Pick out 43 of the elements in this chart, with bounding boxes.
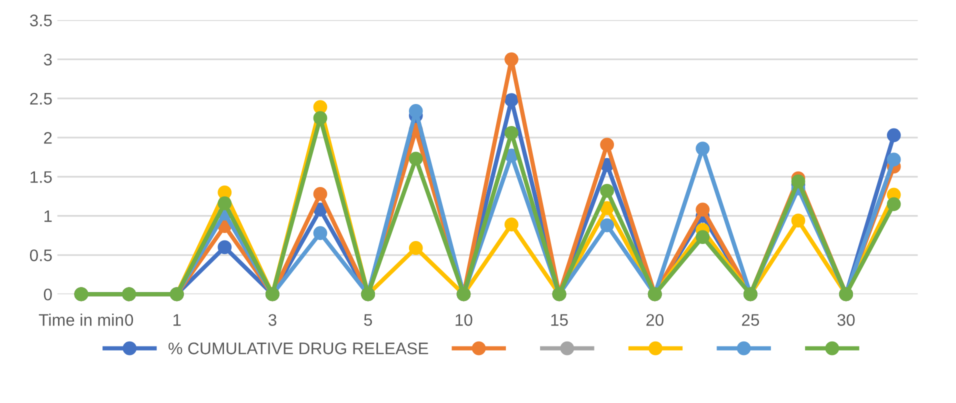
point [886,128,901,142]
x-tick-label: Time in min [38,314,123,326]
point [218,185,232,200]
point [218,196,232,210]
point [313,187,328,201]
y-tick-label: 2 [44,132,52,144]
point [504,218,518,232]
y-tick-label: 0.5 [30,249,52,262]
point [696,202,710,217]
x-tick-label: 5 [364,314,372,326]
x-tick-label: 0 [125,314,134,326]
y-tick-label: 3.5 [30,14,52,26]
y-tick-label: 0 [44,288,52,300]
point [791,174,806,188]
point [504,126,518,140]
x-tick-label: 10 [456,314,472,326]
point [408,241,423,255]
point [696,142,710,156]
x-tick-label: 20 [646,314,664,326]
point [600,138,614,152]
point [696,230,710,244]
legend-label: % CUMULATIVE DRUG RELEASE [168,342,428,354]
y-tick-label: 1 [44,210,52,222]
point [408,104,423,118]
point [600,218,614,232]
x-tick-label: 1 [173,314,181,326]
x-tick-label: 3 [268,314,276,326]
y-tick-label: 3 [44,54,52,66]
y-tick-label: 2.5 [30,92,52,105]
point [218,240,232,254]
point [313,226,328,240]
point [504,52,518,66]
point [600,184,614,198]
point [886,152,901,166]
x-tick-label: 25 [742,314,760,326]
y-tick-label: 1.5 [30,171,52,183]
point [408,152,423,166]
point [313,111,328,125]
point [791,214,806,228]
point [504,93,518,107]
x-tick-label: 30 [837,314,855,326]
point [886,197,901,212]
x-tick-label: 15 [551,314,568,326]
